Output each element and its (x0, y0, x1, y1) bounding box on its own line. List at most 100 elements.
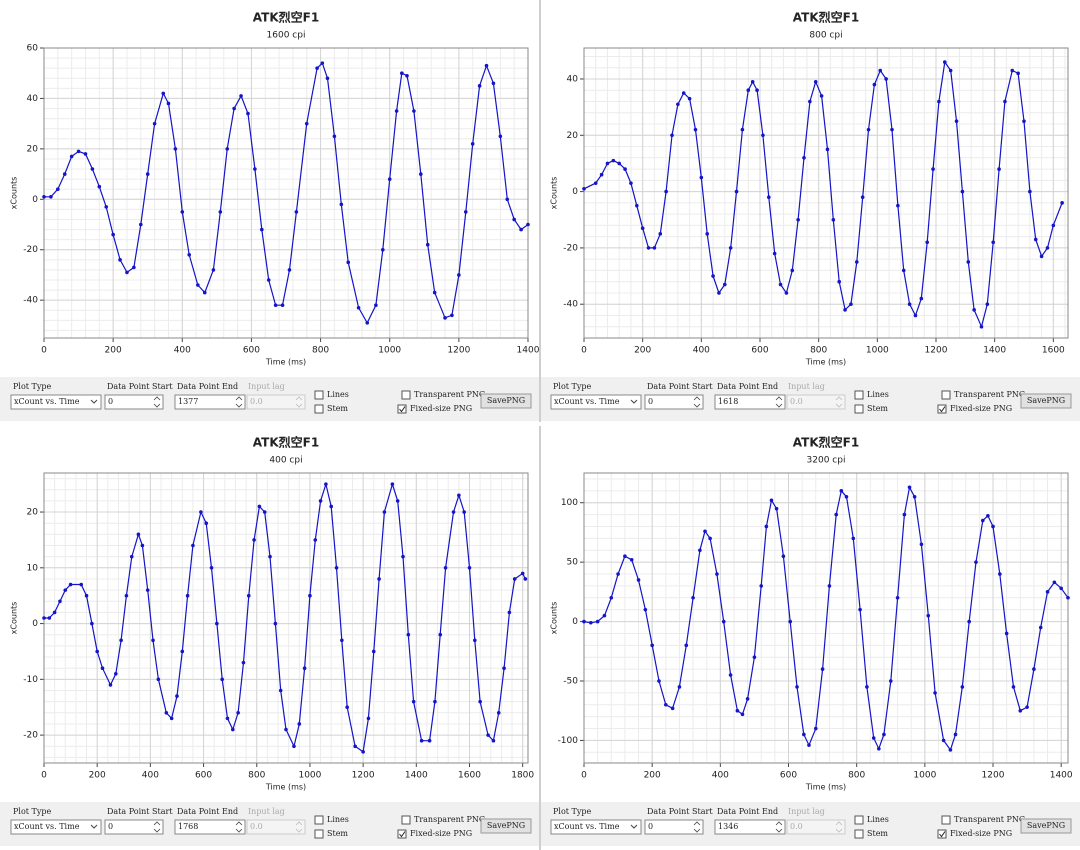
data-point (68, 582, 73, 587)
data-point (948, 68, 953, 73)
data-point (986, 513, 990, 518)
data-point (390, 482, 395, 486)
x-axis-label: Time (ms) (265, 783, 306, 792)
checkbox[interactable] (314, 829, 324, 839)
x-tick-label: 400 (693, 346, 710, 356)
input-box[interactable] (104, 394, 164, 410)
checkbox[interactable] (401, 815, 411, 825)
data-point (169, 716, 174, 721)
save-button[interactable] (1020, 393, 1072, 409)
checkbox[interactable] (314, 390, 324, 400)
chart-subtitle: 400 cpi (269, 456, 302, 466)
input-box[interactable] (104, 819, 164, 835)
data-point (954, 119, 959, 124)
x-tick-label: 1000 (298, 771, 321, 781)
data-point (371, 649, 376, 654)
data-point (652, 246, 657, 250)
dropdown[interactable] (550, 394, 642, 410)
data-point (180, 210, 185, 214)
y-tick-label: -20 (563, 243, 578, 253)
data-point (427, 738, 432, 743)
checkbox[interactable] (314, 815, 324, 825)
input-box[interactable] (174, 394, 246, 410)
checkbox[interactable] (937, 404, 947, 414)
y-tick-label: 20 (27, 144, 39, 154)
x-tick-label: 1200 (352, 771, 375, 781)
checkbox[interactable] (937, 829, 947, 839)
data-point (1022, 119, 1026, 124)
checkbox[interactable] (854, 404, 864, 414)
data-point (708, 536, 712, 541)
data-point (774, 506, 779, 511)
control-label: Transparent PNG (414, 815, 485, 824)
checkbox[interactable] (854, 390, 864, 400)
data-point (199, 510, 203, 514)
input-box[interactable] (714, 394, 786, 410)
y-tick-label: 20 (27, 508, 39, 518)
data-point (196, 283, 200, 287)
checkbox[interactable] (397, 404, 407, 414)
data-point (750, 79, 755, 84)
chart-title: ATK烈空F1 (253, 435, 319, 450)
control-label: Input lag (248, 807, 285, 816)
plot-area (584, 473, 1068, 763)
data-point (297, 722, 302, 726)
dropdown[interactable] (10, 819, 102, 835)
data-point (252, 538, 256, 542)
x-tick-label: 0 (581, 346, 587, 356)
x-tick-label: 1200 (925, 346, 948, 356)
data-point (960, 189, 965, 194)
save-button[interactable] (480, 818, 532, 834)
checkbox[interactable] (941, 815, 951, 825)
data-point (42, 194, 46, 199)
checkbox[interactable] (397, 829, 407, 839)
x-axis-label: Time (ms) (265, 358, 306, 367)
save-button[interactable] (480, 393, 532, 409)
checkbox[interactable] (314, 404, 324, 414)
data-point (76, 149, 81, 154)
dropdown[interactable] (10, 394, 102, 410)
data-point (239, 94, 243, 98)
data-point (872, 82, 877, 87)
data-point (49, 194, 53, 199)
data-point (175, 694, 179, 698)
input-box[interactable] (714, 819, 786, 835)
x-tick-label: 1000 (913, 771, 936, 781)
checkbox[interactable] (854, 829, 864, 839)
data-point (764, 524, 769, 529)
data-point (136, 532, 141, 537)
data-point (486, 733, 490, 737)
checkbox[interactable] (854, 815, 864, 825)
checkbox[interactable] (401, 390, 411, 400)
data-point (139, 222, 143, 227)
data-point (526, 222, 530, 227)
checkbox[interactable] (941, 390, 951, 400)
x-tick-label: 0 (581, 771, 587, 781)
control-label: Fixed-size PNG (950, 404, 1012, 413)
input-value: 0.0 (790, 822, 803, 831)
data-point (47, 616, 52, 620)
data-point (807, 743, 811, 747)
data-point (412, 109, 416, 113)
input-box[interactable] (644, 394, 704, 410)
data-point (788, 619, 793, 624)
input-box[interactable] (644, 819, 704, 835)
data-point (332, 134, 337, 139)
data-point (849, 302, 853, 307)
data-point (865, 685, 869, 689)
x-tick-label: 1400 (405, 771, 428, 781)
data-point (960, 685, 965, 689)
data-point (593, 181, 598, 185)
y-tick-label: -40 (563, 300, 578, 310)
data-point (784, 291, 789, 295)
dropdown[interactable] (550, 819, 642, 835)
data-point (161, 91, 166, 96)
input-box[interactable] (174, 819, 246, 835)
data-point (523, 577, 528, 581)
data-point (520, 571, 525, 576)
data-line (583, 485, 1069, 752)
data-point (813, 79, 818, 84)
data-point (405, 73, 409, 78)
spin-arrows (693, 821, 701, 833)
save-button[interactable] (1020, 818, 1072, 834)
